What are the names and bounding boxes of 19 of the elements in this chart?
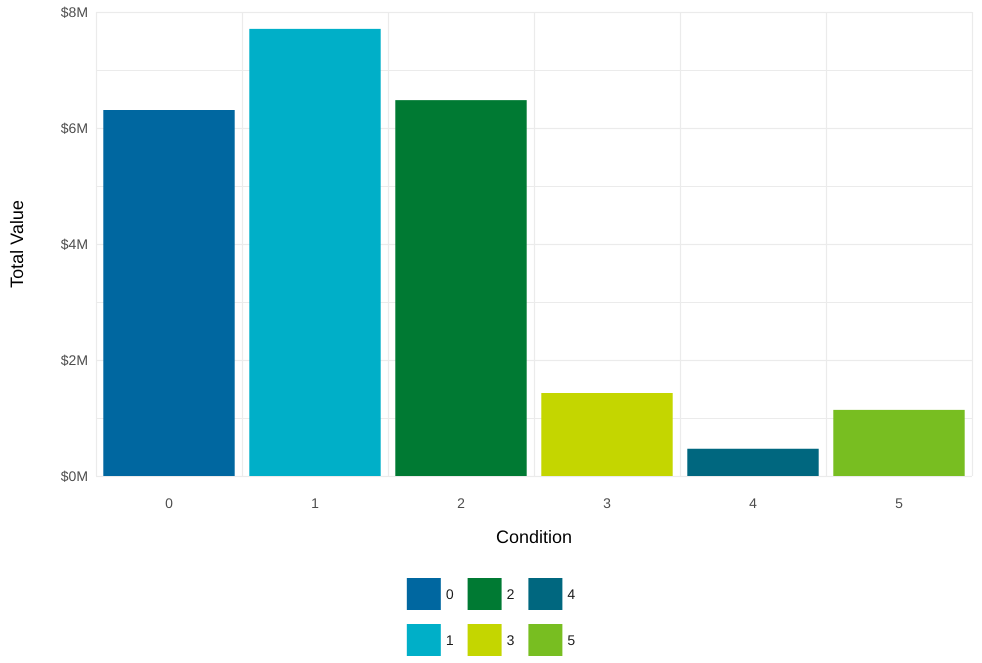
x-tick-label: 3 [603, 495, 612, 511]
legend-label: 4 [567, 586, 576, 602]
y-axis-title: Total Value [7, 200, 27, 288]
x-tick-label: 5 [895, 495, 904, 511]
y-tick-label: $0M [60, 468, 88, 484]
y-tick-label: $8M [60, 4, 88, 20]
x-tick-label: 2 [457, 495, 466, 511]
legend-label: 0 [446, 586, 454, 602]
y-tick-label: $6M [60, 120, 88, 136]
legend-label: 2 [506, 586, 515, 602]
legend-label: 5 [567, 632, 576, 648]
x-tick-label: 4 [749, 495, 758, 511]
x-axis-title: Condition [496, 527, 572, 547]
x-tick-label: 1 [311, 495, 320, 511]
y-tick-label: $2M [60, 352, 88, 368]
y-tick-label: $4M [60, 236, 88, 252]
legend-label: 1 [446, 632, 454, 648]
legend-label: 3 [506, 632, 515, 648]
x-tick-label: 0 [165, 495, 174, 511]
